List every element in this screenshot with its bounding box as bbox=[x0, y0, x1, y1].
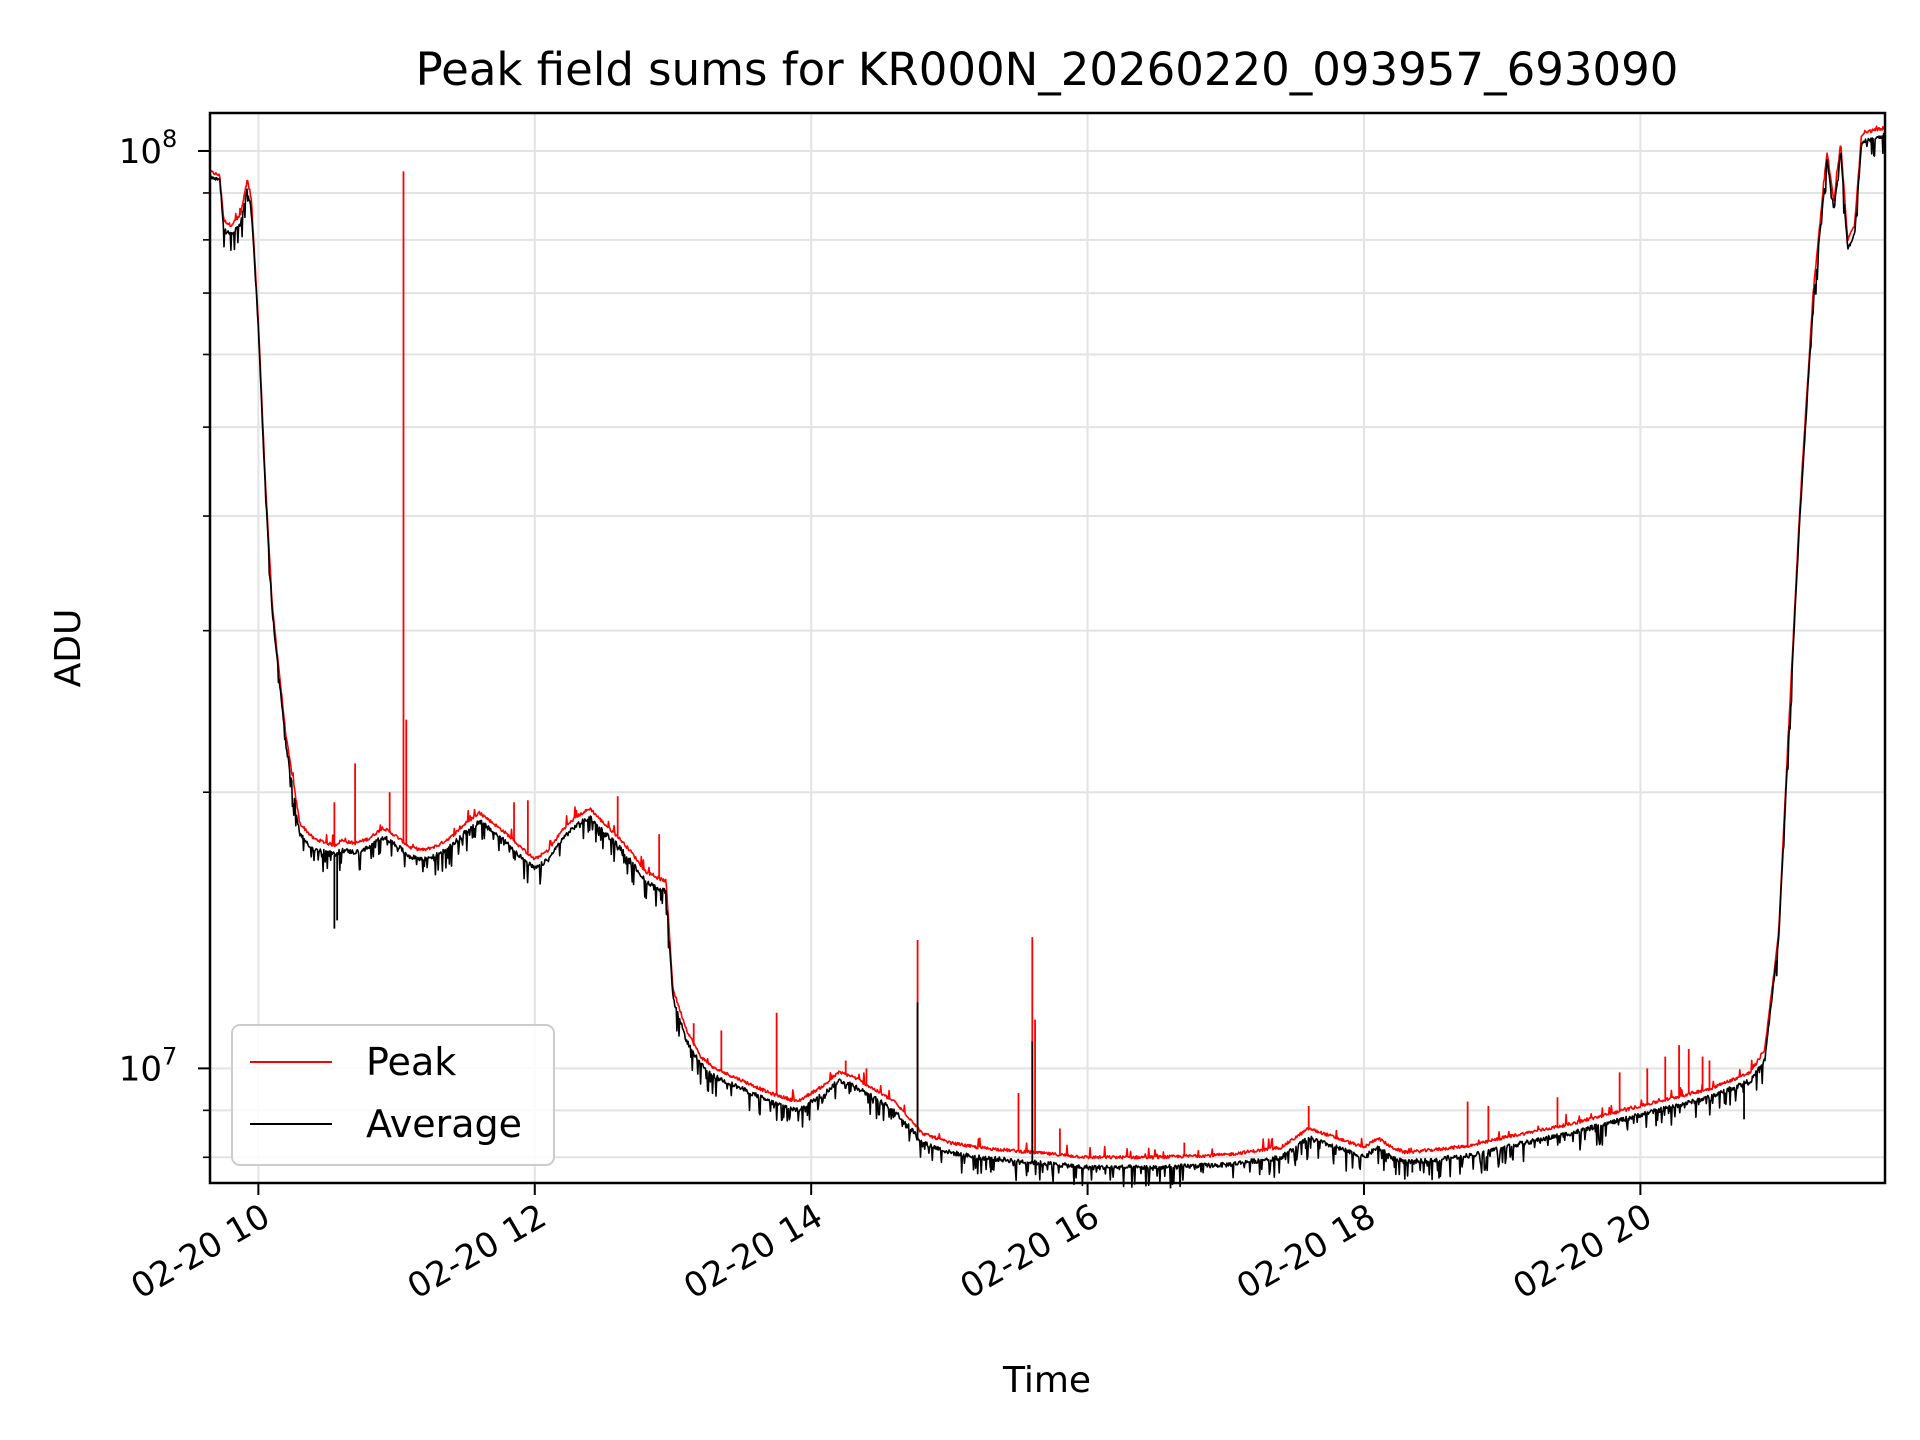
plot-frame bbox=[208, 111, 1887, 1185]
y-tick-label: 107 bbox=[119, 1042, 178, 1089]
x-axis-title: Time bbox=[1002, 1360, 1091, 1401]
series-layer bbox=[209, 125, 1886, 1189]
y-axis-title: ADU bbox=[48, 609, 89, 688]
y-tick-label: 108 bbox=[119, 125, 178, 172]
average-series-line bbox=[209, 132, 1886, 1188]
legend: Peak Average bbox=[231, 1024, 555, 1166]
peak-series-line bbox=[209, 125, 1886, 1160]
legend-label-average: Average bbox=[366, 1102, 522, 1146]
legend-box bbox=[231, 1024, 555, 1166]
axis-ticks bbox=[198, 149, 1642, 1195]
legend-label-peak: Peak bbox=[366, 1040, 456, 1084]
chart-title: Peak field sums for KR000N_20260220_0939… bbox=[416, 43, 1679, 96]
